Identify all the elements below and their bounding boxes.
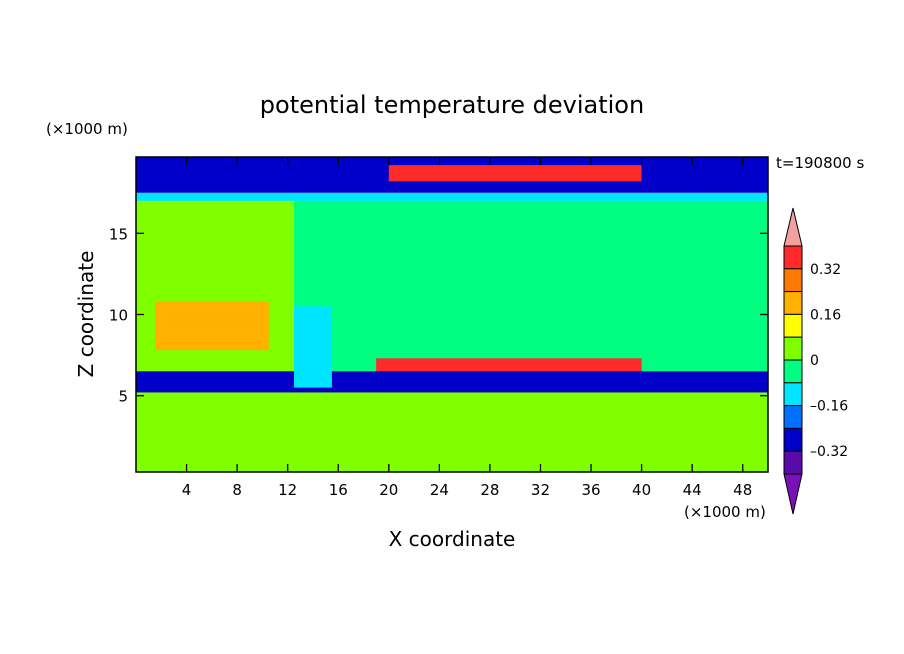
y-tick-label: 10 — [109, 307, 128, 325]
colorbar: 0.32 0.16 0 –0.16 –0.32 — [783, 207, 848, 515]
x-tick-label: 8 — [232, 481, 242, 499]
colorbar-tick-label: 0 — [810, 353, 819, 369]
colorbar-tick-label: –0.32 — [810, 444, 848, 460]
y-axis-label: Z coordinate — [74, 251, 98, 378]
colorbar-tick-label: 0.16 — [810, 307, 841, 323]
colorbar-swatch — [783, 382, 803, 407]
colorbar-swatch — [783, 450, 803, 475]
colorbar-swatch — [783, 359, 803, 384]
x-tick-label: 16 — [329, 481, 348, 499]
field-region — [294, 197, 768, 375]
x-axis-label: X coordinate — [389, 527, 516, 551]
x-tick-label: 24 — [430, 481, 449, 499]
colorbar-swatch — [783, 291, 803, 315]
x-tick-label: 40 — [632, 481, 651, 499]
field-region — [388, 165, 642, 182]
contour-field — [136, 157, 768, 472]
y-axis-ticks: 5 10 15 — [109, 225, 768, 406]
y-tick-label: 15 — [109, 225, 128, 243]
x-tick-label: 36 — [581, 481, 600, 499]
field-region — [294, 306, 332, 388]
colorbar-swatch — [783, 427, 803, 452]
colorbar-swatch — [783, 268, 803, 293]
colorbar-tick-label: 0.32 — [810, 262, 841, 278]
colorbar-swatch — [783, 245, 803, 270]
x-axis-ticks: 4 8 12 16 20 24 28 32 36 40 44 48 — [182, 157, 752, 499]
chart-title: potential temperature deviation — [260, 91, 644, 119]
y-unit-label: (×1000 m) — [46, 120, 128, 138]
colorbar-swatch — [783, 405, 803, 429]
y-tick-label: 5 — [118, 388, 128, 406]
x-tick-label: 12 — [278, 481, 297, 499]
x-tick-label: 20 — [379, 481, 398, 499]
x-tick-label: 32 — [531, 481, 550, 499]
colorbar-extend-top — [783, 207, 803, 247]
colorbar-swatch — [783, 336, 803, 361]
x-tick-label: 48 — [733, 481, 752, 499]
x-unit-label: (×1000 m) — [684, 503, 766, 521]
colorbar-swatch — [783, 313, 803, 338]
colorbar-extend-bottom — [783, 473, 803, 515]
field-region — [136, 192, 768, 201]
field-region — [154, 301, 269, 351]
x-tick-label: 28 — [480, 481, 499, 499]
time-label: t=190800 s — [776, 154, 864, 172]
colorbar-tick-label: –0.16 — [810, 399, 848, 415]
x-tick-label: 44 — [683, 481, 702, 499]
x-tick-label: 4 — [182, 481, 192, 499]
field-region — [136, 371, 768, 393]
